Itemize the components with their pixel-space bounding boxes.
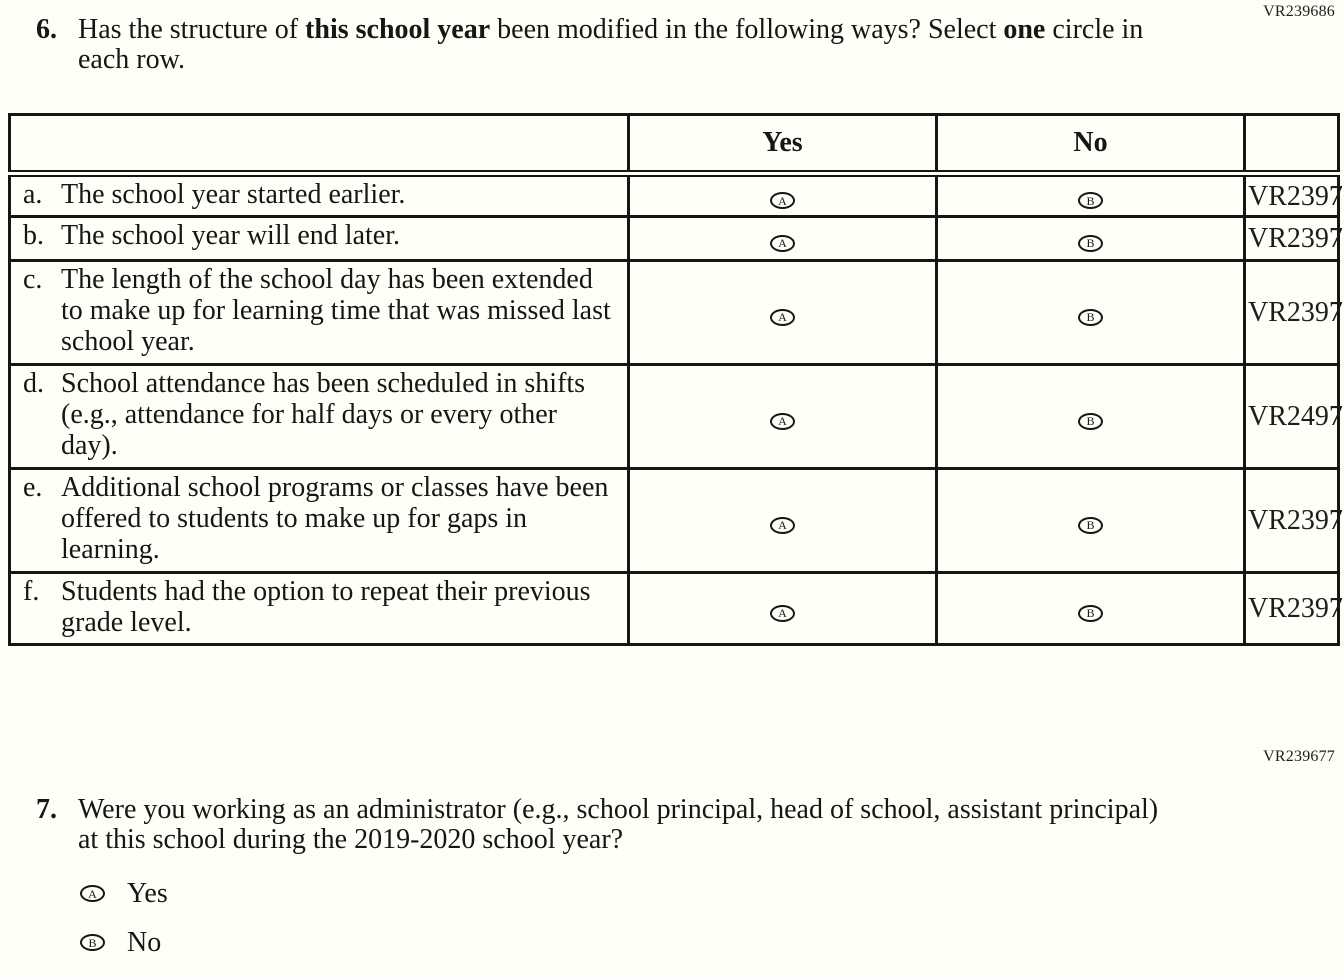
row-statement: The school year started earlier.	[61, 179, 406, 210]
table-row-a: a. The school year started earlier. A B V…	[8, 172, 1344, 218]
q6-response-table: Yes No a. The school year started earlier…	[8, 113, 1344, 646]
row-statement: School attendance has been scheduled in …	[61, 368, 586, 461]
question-6-number: 6.	[36, 14, 57, 45]
table-row-d: d. School attendance has been scheduled i…	[8, 363, 1344, 470]
question-6-text: Has the structure of this school year be…	[78, 15, 1196, 75]
no-bubble[interactable]: B	[1078, 234, 1103, 252]
row-code: VR249734	[1243, 363, 1344, 470]
yes-bubble[interactable]: A	[770, 308, 795, 326]
bubble-letter: B	[1086, 414, 1095, 428]
no-bubble[interactable]: B	[1078, 516, 1103, 534]
bubble-letter: A	[778, 236, 787, 250]
option-no[interactable]: B No	[80, 927, 168, 958]
bubble-letter: B	[1086, 310, 1095, 324]
bubble-letter: B	[1086, 518, 1095, 532]
bubble-letter: B	[1086, 606, 1095, 620]
question-6: 6. Has the structure of this school year…	[36, 15, 1196, 75]
row-letter: b.	[23, 220, 44, 251]
row-code: VR239711	[1243, 571, 1344, 646]
q6-text-bold1: this school year	[305, 14, 491, 45]
table-row-f: f. Students had the option to repeat thei…	[8, 571, 1344, 646]
vr-code-middle: VR239677	[1263, 748, 1335, 765]
row-code: VR239707	[1243, 215, 1344, 262]
row-code: VR239706	[1243, 172, 1344, 218]
bubble-letter: B	[1086, 193, 1095, 208]
q6-text-part2: been modified in the following ways? Sel…	[490, 14, 1004, 45]
bubble-letter: B	[88, 935, 97, 950]
q6-text-part1: Has the structure of	[78, 14, 306, 45]
header-yes: Yes	[627, 113, 938, 177]
bubble-letter: A	[778, 193, 787, 208]
table-header-row: Yes No	[8, 113, 1340, 177]
question-7-number: 7.	[36, 794, 57, 825]
row-letter: f.	[23, 576, 40, 607]
row-letter: c.	[23, 264, 43, 295]
yes-bubble[interactable]: A	[770, 192, 795, 209]
table-row-e: e. Additional school programs or classes …	[8, 467, 1344, 574]
row-statement: Students had the option to repeat their …	[61, 576, 591, 638]
header-statement-blank	[8, 113, 630, 177]
bubble-letter: A	[778, 518, 787, 532]
option-no-label: No	[127, 926, 162, 958]
header-code-blank	[1243, 113, 1340, 177]
row-code: VR239710	[1243, 467, 1344, 574]
bubble-letter: A	[778, 606, 787, 620]
row-letter: e.	[23, 472, 43, 503]
yes-bubble[interactable]: A	[770, 604, 795, 622]
yes-bubble[interactable]: A	[770, 412, 795, 430]
no-bubble[interactable]: B	[1078, 308, 1103, 326]
no-bubble[interactable]: B	[1078, 192, 1103, 209]
option-yes[interactable]: A Yes	[80, 878, 168, 909]
bubble-letter: A	[88, 886, 97, 901]
yes-bubble[interactable]: A	[80, 885, 105, 902]
yes-bubble[interactable]: A	[770, 234, 795, 252]
vr-code-top: VR239686	[1263, 3, 1335, 20]
no-bubble[interactable]: B	[80, 934, 105, 951]
question-7-text: Were you working as an administrator (e.…	[78, 794, 1159, 855]
yes-bubble[interactable]: A	[770, 516, 795, 534]
q6-text-part3: circle in each row.	[78, 14, 1144, 75]
row-statement: Additional school programs or classes ha…	[61, 472, 609, 565]
bubble-letter: A	[778, 310, 787, 324]
header-no: No	[935, 113, 1246, 177]
question-7: 7. Were you working as an administrator …	[36, 795, 1161, 855]
question-7-options: A Yes B No	[80, 878, 168, 976]
option-yes-label: Yes	[127, 877, 168, 909]
bubble-letter: B	[1086, 236, 1095, 250]
row-letter: d.	[23, 368, 44, 399]
row-statement: The school year will end later.	[61, 220, 400, 251]
row-statement: The length of the school day has been ex…	[61, 264, 611, 357]
table-row-c: c. The length of the school day has been …	[8, 259, 1344, 366]
no-bubble[interactable]: B	[1078, 412, 1103, 430]
table-row-b: b. The school year will end later. A B VR…	[8, 215, 1344, 262]
row-code: VR239708	[1243, 259, 1344, 366]
bubble-letter: A	[778, 414, 787, 428]
row-letter: a.	[23, 179, 43, 210]
no-bubble[interactable]: B	[1078, 604, 1103, 622]
q6-text-bold2: one	[1003, 14, 1046, 45]
